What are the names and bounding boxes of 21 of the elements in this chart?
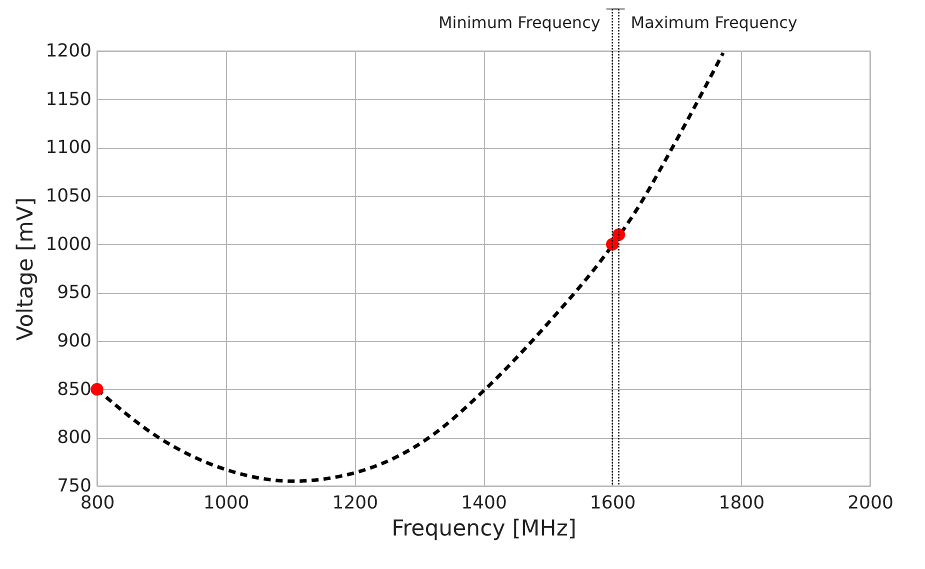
y-tick-label: 1000: [46, 234, 92, 255]
y-tick-label: 1100: [46, 137, 92, 158]
ref-line-label: Maximum Frequency: [630, 13, 798, 32]
ref-line-label: Minimum Frequency: [438, 13, 600, 32]
y-axis-title: Voltage [mV]: [14, 197, 39, 341]
x-tick-label: 2000: [848, 492, 894, 514]
y-tick-label: 1200: [46, 40, 92, 62]
x-tick-label: 1200: [332, 492, 378, 514]
x-tick-label: 1000: [203, 492, 250, 514]
point: [90, 383, 104, 396]
x-tick-label: 1800: [718, 492, 765, 514]
y-tick-label: 850: [57, 378, 92, 400]
point: [612, 228, 626, 241]
y-tick-label: 1150: [46, 88, 92, 110]
x-tick-label: 1600: [590, 492, 636, 514]
y-tick-label: 900: [57, 330, 92, 352]
y-tick-label: 1050: [46, 186, 92, 206]
x-tick-label: 1400: [461, 492, 507, 514]
y-tick-label: 800: [57, 427, 92, 448]
x-axis-title: Frequency [MHz]: [392, 516, 576, 542]
y-tick-label: 950: [57, 282, 92, 304]
